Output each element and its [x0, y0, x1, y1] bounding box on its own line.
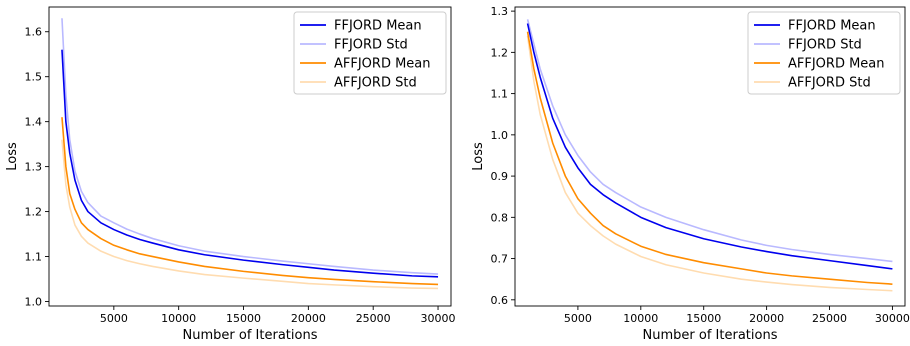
x-tick-label: 25000 [356, 312, 391, 325]
y-tick-label: 0.8 [491, 211, 509, 224]
x-axis-label: Number of Iterations [643, 328, 778, 343]
series-line-ffjord-mean [61, 49, 439, 278]
series-line-affjord-std [61, 139, 439, 290]
legend-entry: AFFJORD Std [788, 76, 871, 91]
series-line-ffjord-mean [526, 23, 893, 270]
chart-1: 5000 10000 15000 20000 25000 30000 1.0 1.1 1.2 1.… [5, 6, 456, 343]
chart-2: 5000 10000 15000 20000 25000 30000 0.6 0.7 0.8 0.… [471, 5, 910, 343]
y-tick-label: 1.1 [25, 251, 43, 264]
y-tick-label: 1.5 [25, 71, 43, 84]
series-line-ffjord-std [61, 18, 439, 275]
y-tick-label: 1.1 [491, 88, 509, 101]
legend-entry: FFJORD Mean [334, 19, 422, 34]
x-tick-label: 25000 [812, 312, 847, 325]
legend-box [293, 11, 447, 95]
x-tick-label: 20000 [291, 312, 326, 325]
legend: FFJORD Mean FFJORD Std AFFJORD Mean AFFJORD… [293, 11, 447, 95]
legend-entry: FFJORD Std [788, 38, 862, 53]
legend-entry: AFFJORD Mean [334, 57, 431, 72]
series-group [526, 19, 893, 292]
y-axis-label: Loss [471, 142, 486, 171]
x-tick-label: 30000 [421, 312, 456, 325]
x-tick-label: 30000 [875, 312, 910, 325]
x-tick-label: 15000 [226, 312, 261, 325]
plot-frame [48, 6, 452, 307]
y-tick-label: 1.3 [491, 5, 509, 18]
y-tick-label: 1.6 [25, 26, 43, 39]
y-tick-label: 1.0 [25, 296, 43, 309]
legend-entry: AFFJORD Mean [788, 57, 885, 72]
y-tick-label: 1.2 [25, 206, 43, 219]
y-tick-label: 1.3 [25, 161, 43, 174]
legend-box [747, 11, 901, 95]
y-tick-label: 0.6 [491, 294, 509, 307]
series-line-affjord-mean [61, 117, 439, 286]
x-tick-label: 5000 [100, 312, 128, 325]
legend-entry: AFFJORD Std [334, 76, 417, 91]
x-axis-label: Number of Iterations [183, 328, 318, 343]
series-line-ffjord-std [526, 19, 893, 263]
legend-entry: FFJORD Mean [788, 19, 876, 34]
x-tick-label: 10000 [623, 312, 658, 325]
x-tick-label: 15000 [686, 312, 721, 325]
y-tick-label: 0.9 [491, 170, 509, 183]
y-axis-label: Loss [5, 142, 20, 171]
series-line-affjord-mean [526, 31, 893, 285]
legend: FFJORD Mean FFJORD Std AFFJORD Mean AFFJORD… [747, 11, 901, 95]
series-group [61, 18, 439, 290]
plot-frame [514, 6, 906, 307]
x-tick-label: 10000 [161, 312, 196, 325]
y-tick-label: 1.0 [491, 129, 509, 142]
x-tick-label: 5000 [564, 312, 592, 325]
x-tick-label: 20000 [749, 312, 784, 325]
y-tick-label: 0.7 [491, 253, 509, 266]
series-line-affjord-std [526, 35, 893, 292]
y-tick-label: 1.2 [491, 46, 509, 59]
legend-entry: FFJORD Std [334, 38, 408, 53]
y-tick-label: 1.4 [25, 116, 43, 129]
